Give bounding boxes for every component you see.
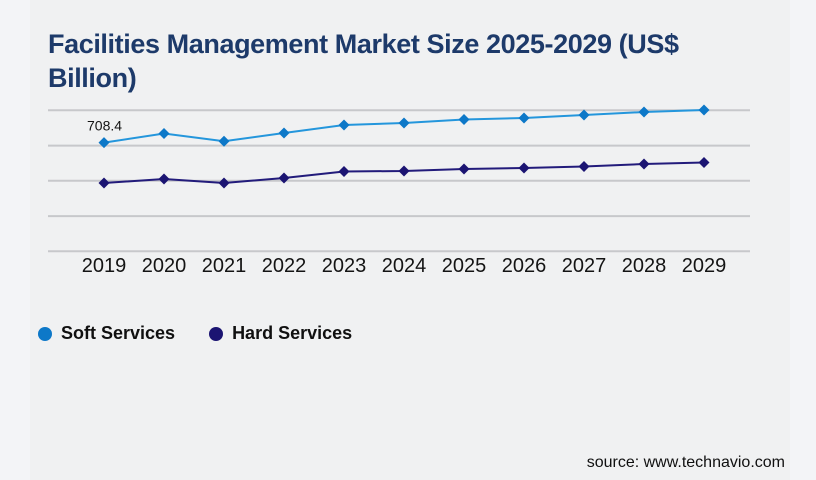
hard-services-marker bbox=[638, 158, 650, 170]
hard-services-marker bbox=[218, 177, 230, 189]
hard-services-marker bbox=[518, 162, 530, 174]
legend-label: Soft Services bbox=[61, 323, 176, 343]
content-panel bbox=[30, 0, 790, 480]
soft-services-marker bbox=[698, 104, 710, 116]
x-axis-label: 2026 bbox=[502, 255, 547, 277]
x-axis-label: 2024 bbox=[382, 255, 427, 277]
hard-services-marker bbox=[158, 173, 170, 185]
chart-title: Facilities Management Market Size 2025-2… bbox=[48, 29, 679, 93]
legend: Soft Services Hard Services bbox=[38, 323, 352, 344]
x-axis-label: 2028 bbox=[622, 255, 667, 277]
soft-services-marker bbox=[278, 127, 290, 139]
x-axis-label: 2019 bbox=[82, 255, 127, 277]
soft-services-dot-icon bbox=[38, 326, 52, 341]
x-axis-label: 2022 bbox=[262, 255, 307, 277]
hard-services-marker bbox=[98, 177, 110, 189]
x-axis-label: 2023 bbox=[322, 255, 367, 277]
hard-services-dot-icon bbox=[209, 326, 224, 341]
x-axis-label: 2027 bbox=[562, 255, 607, 277]
x-axis-label: 2020 bbox=[142, 255, 187, 277]
hard-services-marker bbox=[458, 163, 470, 175]
soft-services-marker bbox=[158, 128, 170, 139]
soft-services-marker bbox=[338, 119, 350, 131]
soft-services-marker bbox=[398, 117, 410, 129]
hard-services-marker bbox=[578, 161, 590, 172]
legend-label: Hard Services bbox=[232, 323, 353, 343]
hard-services-marker bbox=[338, 166, 350, 177]
data-label: 708.4 bbox=[87, 118, 122, 134]
x-axis-label: 2029 bbox=[682, 255, 727, 277]
soft-services-marker bbox=[638, 106, 650, 118]
source-attribution: source: www.technavio.com bbox=[586, 454, 785, 471]
chart-area: 2019 2020 2021 2022 2023 2024 2025 2026 2027 2028… bbox=[48, 104, 750, 277]
soft-services-marker bbox=[518, 112, 530, 124]
x-axis-label: 2025 bbox=[442, 255, 487, 277]
soft-services-marker bbox=[578, 109, 590, 121]
legend-item-hard-services: Hard Services bbox=[209, 323, 352, 344]
soft-services-marker bbox=[218, 135, 230, 147]
hard-services-marker bbox=[278, 172, 290, 184]
hard-services-marker bbox=[698, 157, 710, 168]
hard-services-marker bbox=[398, 165, 410, 177]
soft-services-marker bbox=[458, 114, 470, 125]
soft-services-marker bbox=[98, 137, 110, 149]
x-axis-label: 2021 bbox=[202, 255, 247, 277]
legend-item-soft-services: Soft Services bbox=[38, 323, 175, 344]
